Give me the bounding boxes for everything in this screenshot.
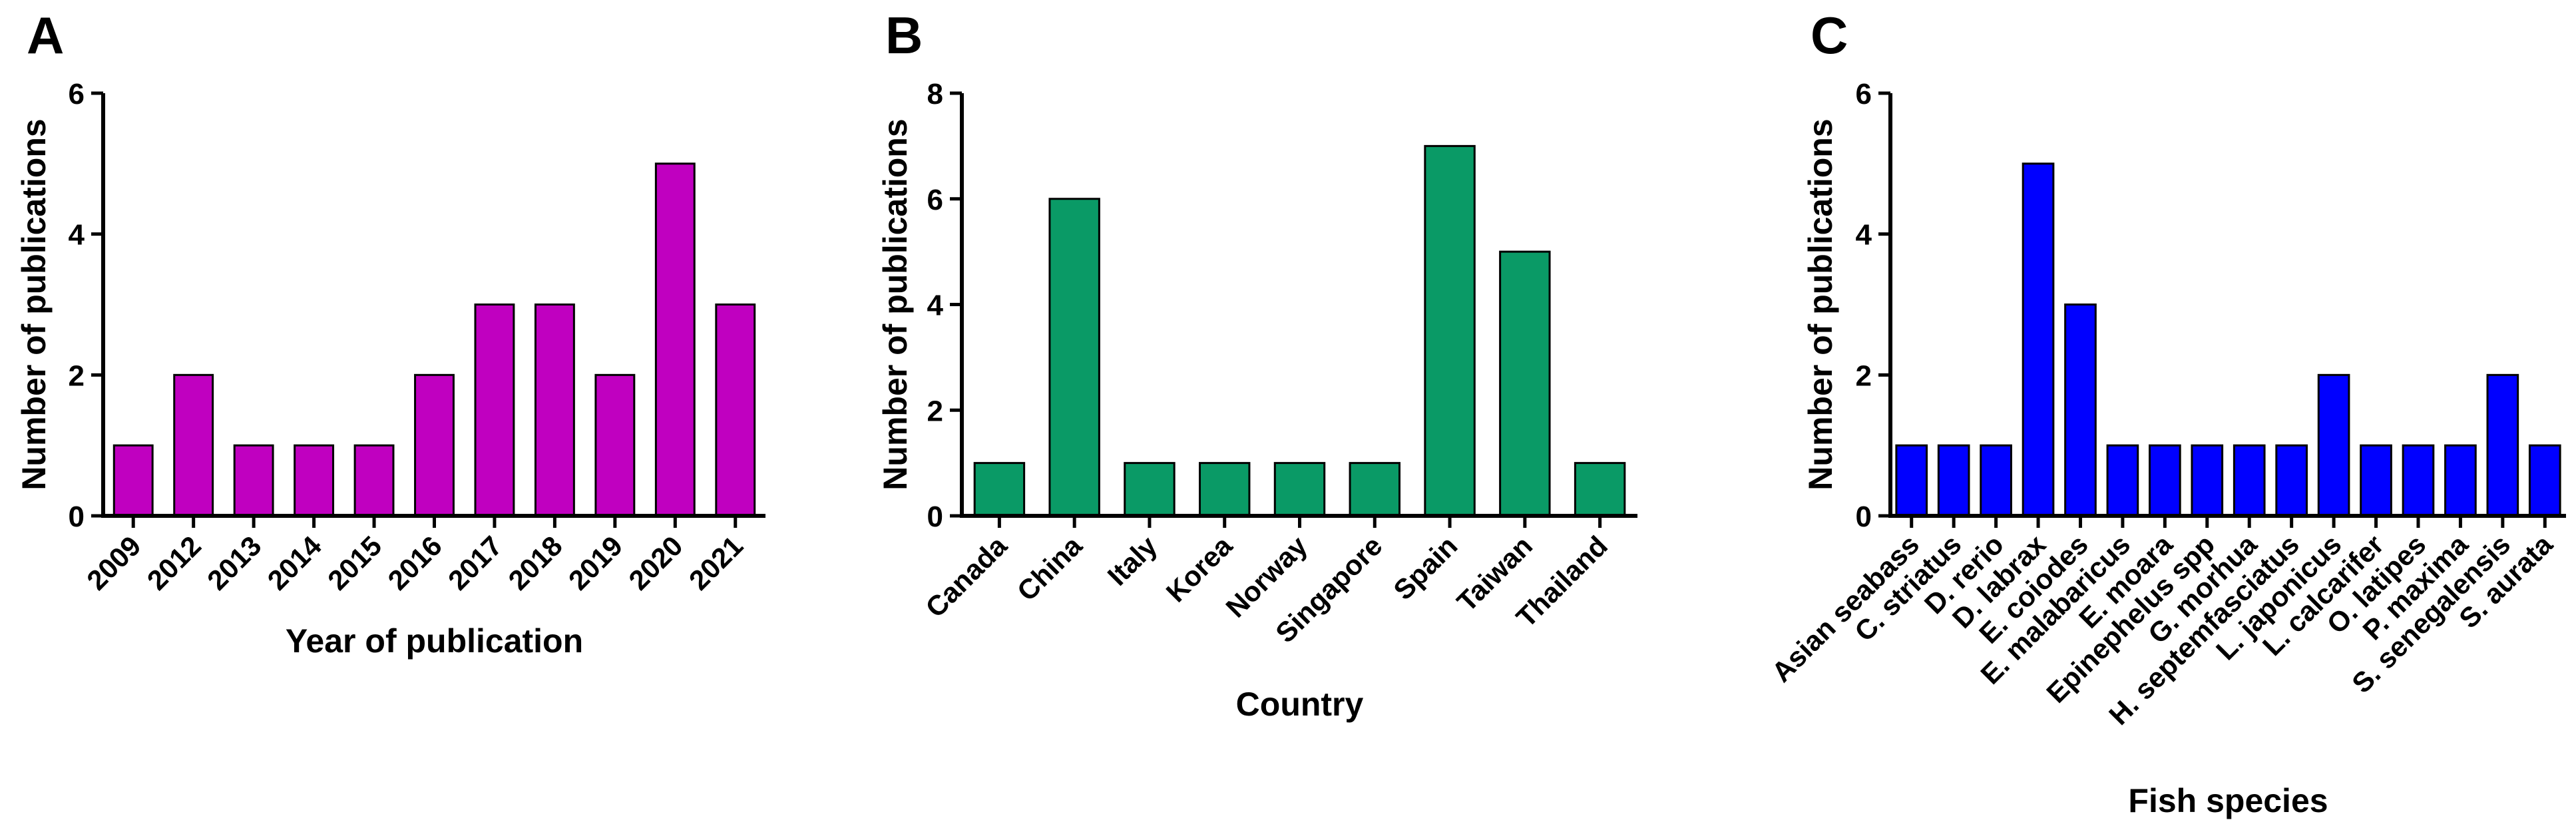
panel-a-category-label-8: 2018: [502, 530, 568, 596]
panel-c-bar-9: [2233, 444, 2266, 517]
panel-a-x-axis-title: Year of publication: [286, 622, 583, 660]
panel-c-bar-12: [2360, 444, 2392, 517]
panel-b-y-tick-label-2: 2: [927, 395, 943, 427]
panel-a-y-axis-title: Number of publications: [15, 118, 53, 490]
panel-b-bar-2: [1048, 198, 1100, 517]
panel-b-bar-6: [1349, 462, 1400, 517]
panel-a-bar-8: [534, 304, 575, 517]
panel-b-category-label-2: China: [1011, 530, 1088, 607]
panel-c-bar-14: [2444, 444, 2477, 517]
panel-c-bar-2: [1937, 444, 1970, 517]
panel-c-bar-1: [1895, 444, 1928, 517]
panel-b-category-label-3: Italy: [1102, 530, 1164, 592]
panel-a-bar-5: [353, 444, 395, 517]
panel-a-bar-9: [594, 373, 636, 517]
panel-c-bar-15: [2486, 373, 2519, 517]
panel-a-category-label-10: 2020: [622, 530, 688, 596]
panel-a-y-tick-label-2: 2: [69, 359, 85, 392]
panel-b-bar-5: [1273, 462, 1326, 517]
panel-c-bar-10: [2275, 444, 2308, 517]
panel-b-y-tick-label-4: 4: [927, 290, 944, 322]
panel-b-bar-8: [1499, 250, 1551, 517]
panel-a-category-label-7: 2017: [442, 530, 508, 596]
panel-c-bar-13: [2402, 444, 2435, 517]
panel-c-bar-8: [2191, 444, 2224, 517]
panel-a-category-label-9: 2019: [562, 530, 628, 596]
panel-a-category-label-2: 2012: [141, 530, 207, 596]
panel-c-bar-3: [1980, 444, 2012, 517]
panel-a-category-label-4: 2014: [262, 530, 328, 596]
panel-c-y-axis-title: Number of publications: [1802, 118, 1839, 490]
panel-a-category-label-11: 2021: [683, 530, 749, 596]
panel-a-y-tick-label-4: 4: [69, 219, 85, 252]
panel-a-bar-2: [173, 373, 214, 517]
panel-c-bar-16: [2528, 444, 2561, 517]
panel-b-y-tick-label-0: 0: [927, 501, 943, 533]
panel-b-y-axis-title: Number of publications: [877, 118, 914, 490]
panel-b-y-tick-label-8: 8: [927, 78, 943, 110]
panel-b-bar-3: [1124, 462, 1176, 517]
panel-a-category-label-5: 2015: [322, 530, 387, 596]
panel-a: A 0 2 4 6 20092012201320142015201620172018201…: [15, 6, 765, 660]
panel-a-bar-7: [474, 304, 515, 517]
panel-c-bar-11: [2317, 373, 2350, 517]
panel-c-bar-6: [2106, 444, 2139, 517]
panel-b-bar-1: [973, 462, 1026, 517]
panel-b-x-axis-title: Country: [1236, 686, 1364, 723]
panel-a-category-label-6: 2016: [382, 530, 448, 596]
panel-c-bar-5: [2064, 304, 2097, 517]
panel-b-letter: B: [885, 6, 923, 65]
panel-a-bar-11: [715, 304, 756, 517]
panel-a-bar-1: [112, 444, 154, 517]
panel-a-bar-3: [233, 444, 274, 517]
panel-a-letter: A: [27, 6, 64, 65]
panel-c-y-tick-label-2: 2: [1856, 359, 1872, 392]
panel-c-bar-7: [2149, 444, 2181, 517]
panel-a-category-label-3: 2013: [201, 530, 267, 596]
panel-b-bar-7: [1424, 144, 1476, 517]
panel-a-bar-4: [294, 444, 335, 517]
panel-b-category-label-1: Canada: [919, 530, 1013, 624]
panel-b-bar-9: [1574, 462, 1626, 517]
panel-c-letter: C: [1811, 6, 1848, 65]
panel-b-y-tick-label-6: 6: [927, 184, 943, 216]
panel-a-y-tick-label-6: 6: [69, 78, 85, 110]
panel-c-y-tick-label-4: 4: [1856, 219, 1872, 252]
panel-a-category-label-1: 2009: [81, 530, 146, 596]
panel-c-y-tick-label-6: 6: [1856, 78, 1872, 110]
panel-c-y-tick-label-0: 0: [1856, 501, 1872, 533]
panel-a-bar-6: [414, 373, 455, 517]
panel-b-bar-4: [1199, 462, 1251, 517]
panel-a-bar-10: [654, 162, 696, 517]
panel-a-y-tick-label-0: 0: [69, 501, 85, 533]
panel-c-x-axis-title: Fish species: [2128, 782, 2328, 819]
panel-c-bar-4: [2022, 162, 2055, 517]
